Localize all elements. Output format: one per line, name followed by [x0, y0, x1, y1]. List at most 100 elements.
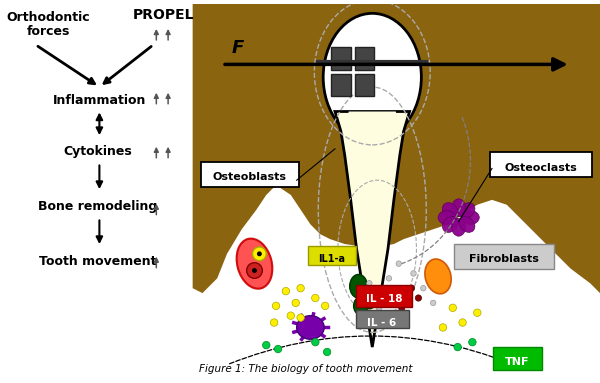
Text: F: F — [232, 39, 244, 57]
Circle shape — [439, 324, 446, 331]
Circle shape — [367, 280, 372, 286]
Text: IL - 18: IL - 18 — [366, 294, 403, 304]
FancyBboxPatch shape — [355, 74, 374, 96]
Text: PROPEL: PROPEL — [133, 8, 194, 23]
Circle shape — [263, 341, 270, 349]
Circle shape — [376, 305, 382, 311]
Circle shape — [247, 263, 262, 278]
Circle shape — [297, 314, 304, 321]
Circle shape — [401, 297, 407, 303]
Ellipse shape — [214, 311, 231, 324]
Ellipse shape — [361, 287, 377, 309]
FancyBboxPatch shape — [493, 347, 542, 370]
Ellipse shape — [296, 316, 324, 339]
Text: TNF: TNF — [505, 357, 530, 367]
Circle shape — [386, 276, 392, 281]
Ellipse shape — [495, 362, 509, 372]
FancyBboxPatch shape — [308, 246, 356, 265]
Ellipse shape — [247, 302, 262, 313]
Ellipse shape — [438, 211, 456, 224]
Text: Inflammation: Inflammation — [53, 94, 146, 107]
Circle shape — [274, 345, 282, 353]
Text: forces: forces — [26, 25, 70, 38]
Text: Figure 1: The biology of tooth movement: Figure 1: The biology of tooth movement — [199, 363, 412, 373]
Circle shape — [398, 304, 405, 311]
Ellipse shape — [237, 340, 256, 354]
Ellipse shape — [350, 275, 367, 298]
Ellipse shape — [440, 364, 455, 373]
Ellipse shape — [509, 298, 524, 308]
Circle shape — [411, 271, 416, 276]
Text: Orthodontic: Orthodontic — [7, 11, 90, 25]
Text: Tooth movement: Tooth movement — [38, 255, 156, 268]
Ellipse shape — [523, 336, 540, 349]
Ellipse shape — [215, 357, 229, 367]
Ellipse shape — [442, 216, 458, 232]
FancyBboxPatch shape — [356, 285, 412, 307]
Circle shape — [473, 309, 481, 316]
Ellipse shape — [442, 203, 458, 218]
Circle shape — [376, 290, 382, 296]
Ellipse shape — [348, 313, 361, 322]
Circle shape — [252, 268, 257, 273]
Ellipse shape — [476, 303, 488, 312]
Ellipse shape — [568, 342, 583, 352]
Text: Cytokines: Cytokines — [63, 145, 132, 158]
Ellipse shape — [548, 312, 563, 323]
Circle shape — [287, 312, 295, 319]
Circle shape — [454, 343, 461, 351]
Ellipse shape — [584, 303, 596, 312]
Circle shape — [282, 287, 290, 295]
Ellipse shape — [459, 203, 475, 218]
Ellipse shape — [329, 333, 341, 341]
Text: IL1-a: IL1-a — [319, 254, 346, 264]
Ellipse shape — [425, 259, 451, 294]
Circle shape — [257, 251, 262, 256]
Circle shape — [391, 287, 397, 293]
Ellipse shape — [236, 239, 272, 289]
Text: Bone remodeling: Bone remodeling — [38, 200, 157, 213]
Circle shape — [272, 302, 280, 309]
Circle shape — [297, 285, 304, 292]
Ellipse shape — [435, 303, 451, 313]
Ellipse shape — [461, 211, 479, 224]
Ellipse shape — [452, 218, 466, 236]
FancyBboxPatch shape — [355, 47, 374, 70]
Ellipse shape — [452, 199, 466, 216]
Text: IL - 6: IL - 6 — [367, 318, 397, 327]
Circle shape — [449, 304, 457, 311]
Polygon shape — [345, 111, 400, 337]
Ellipse shape — [230, 284, 243, 293]
Ellipse shape — [323, 13, 421, 141]
Circle shape — [311, 339, 319, 346]
Circle shape — [421, 285, 426, 291]
Text: Osteoblasts: Osteoblasts — [212, 172, 287, 182]
Polygon shape — [335, 111, 410, 347]
Circle shape — [253, 247, 266, 261]
Circle shape — [459, 319, 466, 326]
Ellipse shape — [483, 321, 501, 334]
Text: Fibroblasts: Fibroblasts — [469, 254, 539, 264]
Circle shape — [469, 339, 476, 346]
Circle shape — [323, 348, 331, 356]
Circle shape — [311, 294, 319, 302]
Circle shape — [396, 261, 401, 267]
Ellipse shape — [359, 289, 367, 299]
Text: Osteoclasts: Osteoclasts — [505, 162, 577, 173]
Ellipse shape — [353, 297, 367, 315]
Circle shape — [430, 300, 436, 306]
Ellipse shape — [407, 318, 420, 327]
Ellipse shape — [458, 340, 477, 354]
FancyBboxPatch shape — [202, 162, 299, 187]
Polygon shape — [193, 3, 600, 293]
Circle shape — [292, 299, 299, 307]
Ellipse shape — [459, 216, 475, 232]
Circle shape — [322, 302, 329, 309]
Circle shape — [415, 295, 422, 301]
Circle shape — [271, 319, 278, 326]
FancyBboxPatch shape — [490, 152, 592, 177]
FancyBboxPatch shape — [454, 244, 554, 268]
FancyBboxPatch shape — [331, 74, 350, 96]
FancyBboxPatch shape — [331, 47, 350, 70]
FancyBboxPatch shape — [356, 310, 409, 329]
